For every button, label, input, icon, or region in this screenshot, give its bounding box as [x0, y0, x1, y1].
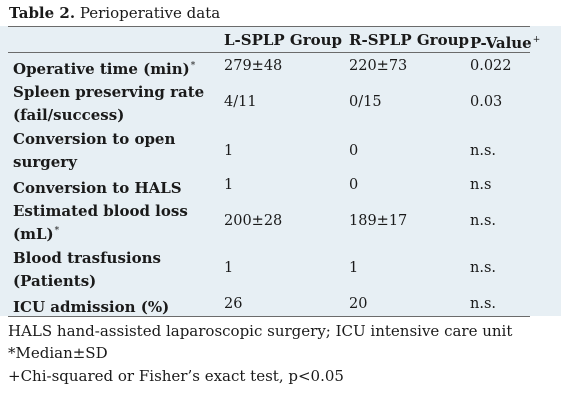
cell-l-splp: 279±48	[224, 58, 283, 74]
row-label-text: Conversion to open surgery	[13, 130, 176, 171]
cell-p-value: 0.03	[470, 94, 503, 110]
footnote-abbreviations: HALS hand-assisted laparoscopic surgery;…	[8, 322, 513, 340]
cell-l-splp: 1	[224, 143, 234, 159]
row-label-marker: *	[190, 61, 196, 71]
row-label-text: Spleen preserving rate (fail/success)	[13, 83, 205, 124]
row-label-conversion-open: Conversion to open surgery	[13, 129, 213, 172]
row-label-marker: *	[54, 226, 60, 236]
cell-l-splp: 1	[224, 260, 234, 276]
table-caption-label: Table 2.	[9, 4, 76, 22]
row-label-blood-transfusions: Blood trasfusions (Patients)	[13, 248, 213, 291]
cell-p-value: n.s.	[470, 143, 496, 159]
cell-r-splp: 0	[349, 177, 359, 193]
footnote-statistical-test: +Chi-squared or Fisher’s exact test, p<0…	[8, 367, 344, 385]
row-label-text: Conversion to HALS	[13, 179, 182, 197]
row-label-text: ICU admission (%)	[13, 298, 170, 316]
row-label-operative-time: Operative time (min)*	[13, 56, 213, 79]
column-header-l-splp: L-SPLP Group	[224, 31, 343, 49]
table-bottom-rule	[8, 316, 530, 317]
cell-l-splp: 4/11	[224, 94, 257, 110]
cell-r-splp: 0/15	[349, 94, 382, 110]
cell-l-splp: 1	[224, 177, 234, 193]
column-header-r-splp: R-SPLP Group	[349, 31, 469, 49]
cell-p-value: n.s	[470, 177, 492, 193]
footnote-median-sd: *Median±SD	[8, 344, 108, 362]
row-label-icu-admission: ICU admission (%)	[13, 294, 213, 317]
cell-p-value: n.s.	[470, 296, 496, 312]
column-header-p-value-marker: +	[532, 35, 541, 45]
row-label-spleen-preserving-rate: Spleen preserving rate (fail/success)	[13, 82, 213, 125]
row-label-conversion-hals: Conversion to HALS	[13, 175, 213, 198]
cell-l-splp: 200±28	[224, 213, 283, 229]
cell-r-splp: 20	[349, 296, 368, 312]
column-header-p-value-text: P-Value	[470, 34, 532, 52]
cell-r-splp: 0	[349, 143, 359, 159]
row-label-text: Operative time (min)	[13, 60, 190, 78]
row-label-blood-loss: Estimated blood loss (mL)*	[13, 201, 213, 244]
cell-p-value: n.s.	[470, 213, 496, 229]
table-background	[0, 26, 561, 316]
row-label-text: Estimated blood loss (mL)	[13, 202, 188, 243]
table-caption: Table 2. Perioperative data	[9, 3, 220, 23]
cell-r-splp: 220±73	[349, 58, 408, 74]
cell-p-value: n.s.	[470, 260, 496, 276]
column-header-p-value: P-Value+	[470, 30, 540, 53]
cell-r-splp: 1	[349, 260, 359, 276]
table-top-rule	[8, 26, 530, 27]
cell-r-splp: 189±17	[349, 213, 408, 229]
cell-l-splp: 26	[224, 296, 243, 312]
table-caption-title: Perioperative data	[79, 4, 221, 22]
cell-p-value: 0.022	[470, 58, 512, 74]
table-header-rule	[8, 52, 530, 53]
row-label-text: Blood trasfusions (Patients)	[13, 249, 161, 290]
